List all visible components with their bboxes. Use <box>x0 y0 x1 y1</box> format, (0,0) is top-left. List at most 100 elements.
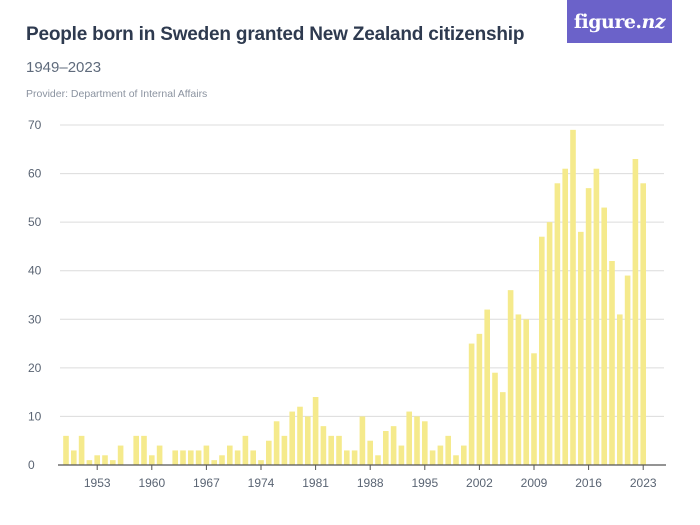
bar <box>63 435 69 465</box>
bar <box>312 397 319 465</box>
bar <box>156 445 163 465</box>
bar <box>305 416 311 465</box>
bar <box>624 275 631 465</box>
bar <box>515 314 522 465</box>
y-tick-label: 0 <box>28 458 35 472</box>
x-tick-label: 2023 <box>630 476 657 490</box>
bar <box>336 435 342 465</box>
bar <box>375 455 381 465</box>
y-tick-label: 60 <box>28 167 42 181</box>
bar <box>570 129 576 466</box>
bar <box>250 450 256 465</box>
bar <box>281 435 288 465</box>
x-tick-label: 1995 <box>411 476 438 490</box>
bar <box>585 188 592 465</box>
bar <box>492 372 498 465</box>
bar <box>546 222 553 465</box>
x-tick-label: 1988 <box>357 476 384 490</box>
bar <box>242 435 249 465</box>
y-tick-label: 70 <box>28 118 42 132</box>
bar <box>351 450 358 465</box>
figure-nz-logo[interactable]: figure. nz <box>567 0 672 43</box>
bar <box>227 445 233 465</box>
bar <box>601 207 607 465</box>
bar <box>344 450 350 465</box>
bar <box>390 426 397 465</box>
bar <box>593 168 600 465</box>
bar <box>523 319 529 465</box>
bar <box>102 455 108 465</box>
bar <box>617 314 623 465</box>
bar <box>211 460 217 465</box>
bar <box>461 445 467 465</box>
bar <box>429 450 436 465</box>
bar <box>141 435 147 465</box>
chart-subtitle: 1949–2023 <box>26 59 102 76</box>
bar <box>273 421 280 465</box>
bar <box>414 416 420 465</box>
bar <box>203 445 210 465</box>
bar <box>398 445 405 465</box>
bar <box>195 450 202 465</box>
bar <box>539 236 545 465</box>
bar <box>500 392 506 465</box>
bar <box>258 460 264 465</box>
bar <box>484 309 490 465</box>
bars <box>63 129 646 466</box>
y-axis-ticks: 0 10 20 30 40 50 60 70 <box>28 118 42 472</box>
bar <box>468 343 475 465</box>
bar <box>437 445 444 465</box>
y-tick-label: 40 <box>28 264 42 278</box>
bar <box>422 421 428 465</box>
bar <box>531 353 537 465</box>
bar <box>234 450 241 465</box>
bar <box>133 435 139 465</box>
data-provider: Provider: Department of Internal Affairs <box>26 88 208 100</box>
bar <box>507 290 514 465</box>
bar <box>110 460 116 465</box>
bar <box>562 168 568 465</box>
chart-title: People born in Sweden granted New Zealan… <box>26 24 525 45</box>
bar <box>78 435 85 465</box>
x-tick-label: 2016 <box>575 476 602 490</box>
bar <box>149 455 155 465</box>
bar <box>71 450 77 465</box>
logo-text: figure. <box>573 10 642 33</box>
bar <box>219 455 225 465</box>
y-tick-label: 20 <box>28 361 42 375</box>
y-tick-label: 30 <box>28 312 42 326</box>
bar <box>94 455 100 465</box>
x-tick-label: 1974 <box>248 476 275 490</box>
bar <box>445 435 451 465</box>
bar <box>578 231 584 465</box>
bar <box>86 460 93 465</box>
bar <box>359 416 366 465</box>
x-tick-label: 1967 <box>193 476 220 490</box>
bar <box>180 450 186 465</box>
bar <box>554 183 561 466</box>
bar <box>289 411 295 465</box>
bar <box>266 440 272 465</box>
x-tick-label: 2009 <box>521 476 548 490</box>
x-tick-label: 2002 <box>466 476 493 490</box>
y-tick-label: 10 <box>28 409 42 423</box>
x-tick-label: 1960 <box>138 476 165 490</box>
bar <box>117 445 124 465</box>
x-axis-ticks: 1953 1960 1967 1974 1981 1988 1995 2002 2009 2016… <box>84 465 657 490</box>
bar <box>297 406 303 465</box>
bar <box>320 426 327 465</box>
bar <box>632 159 639 465</box>
bar <box>367 440 373 465</box>
bar <box>406 411 412 465</box>
bar <box>640 183 646 466</box>
logo-text-nz: nz <box>641 10 666 33</box>
bar <box>328 435 334 465</box>
bar <box>383 431 389 465</box>
x-tick-label: 1981 <box>302 476 329 490</box>
bar <box>188 450 194 465</box>
y-tick-label: 50 <box>28 215 42 229</box>
bar <box>476 333 483 465</box>
bar <box>609 261 615 465</box>
bar <box>172 450 178 465</box>
